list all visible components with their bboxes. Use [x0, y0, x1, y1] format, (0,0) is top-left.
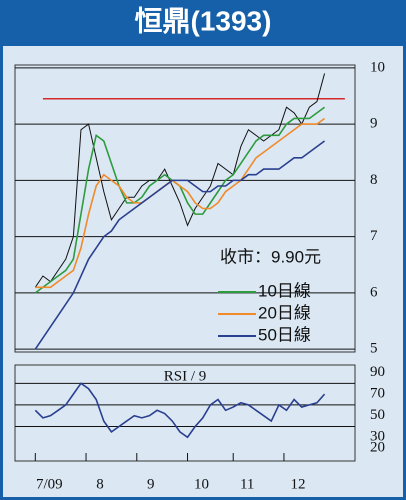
- chart-title: 恒鼎(1393): [135, 5, 272, 36]
- x-tick-label: 9: [147, 476, 155, 492]
- ma-line: [34, 140, 326, 350]
- y-tick-label: 90: [370, 364, 385, 380]
- y-tick-label: 20: [370, 439, 385, 455]
- x-tick-label: 10: [194, 476, 209, 492]
- y-tick-label: 50: [370, 407, 385, 423]
- panel-title: RSI / 9: [164, 368, 207, 384]
- x-tick-label: 11: [240, 476, 254, 492]
- y-tick-label: 5: [370, 341, 378, 357]
- y-tick-label: 9: [370, 116, 378, 132]
- x-tick-label: 8: [96, 476, 104, 492]
- rsi-line: [34, 382, 326, 439]
- annotation: 收市：9.90元: [220, 247, 321, 266]
- y-tick-label: 30: [370, 429, 385, 445]
- plot-frame: [14, 364, 356, 462]
- y-tick-label: 10: [370, 59, 385, 75]
- y-tick-label: 7: [370, 228, 378, 244]
- legend-label: 20日線: [258, 303, 311, 322]
- price-line: [34, 73, 326, 288]
- legend-label: 10日線: [258, 281, 311, 300]
- ma-line: [35, 117, 326, 289]
- y-tick-label: 6: [370, 284, 378, 300]
- plot-frame: [14, 64, 356, 353]
- panel-background: [3, 46, 403, 497]
- y-tick-label: 70: [370, 386, 385, 402]
- x-tick-label: 12: [290, 476, 305, 492]
- legend-label: 50日線: [258, 325, 311, 344]
- x-tick-label: 7/09: [36, 476, 63, 492]
- y-tick-label: 8: [370, 172, 378, 188]
